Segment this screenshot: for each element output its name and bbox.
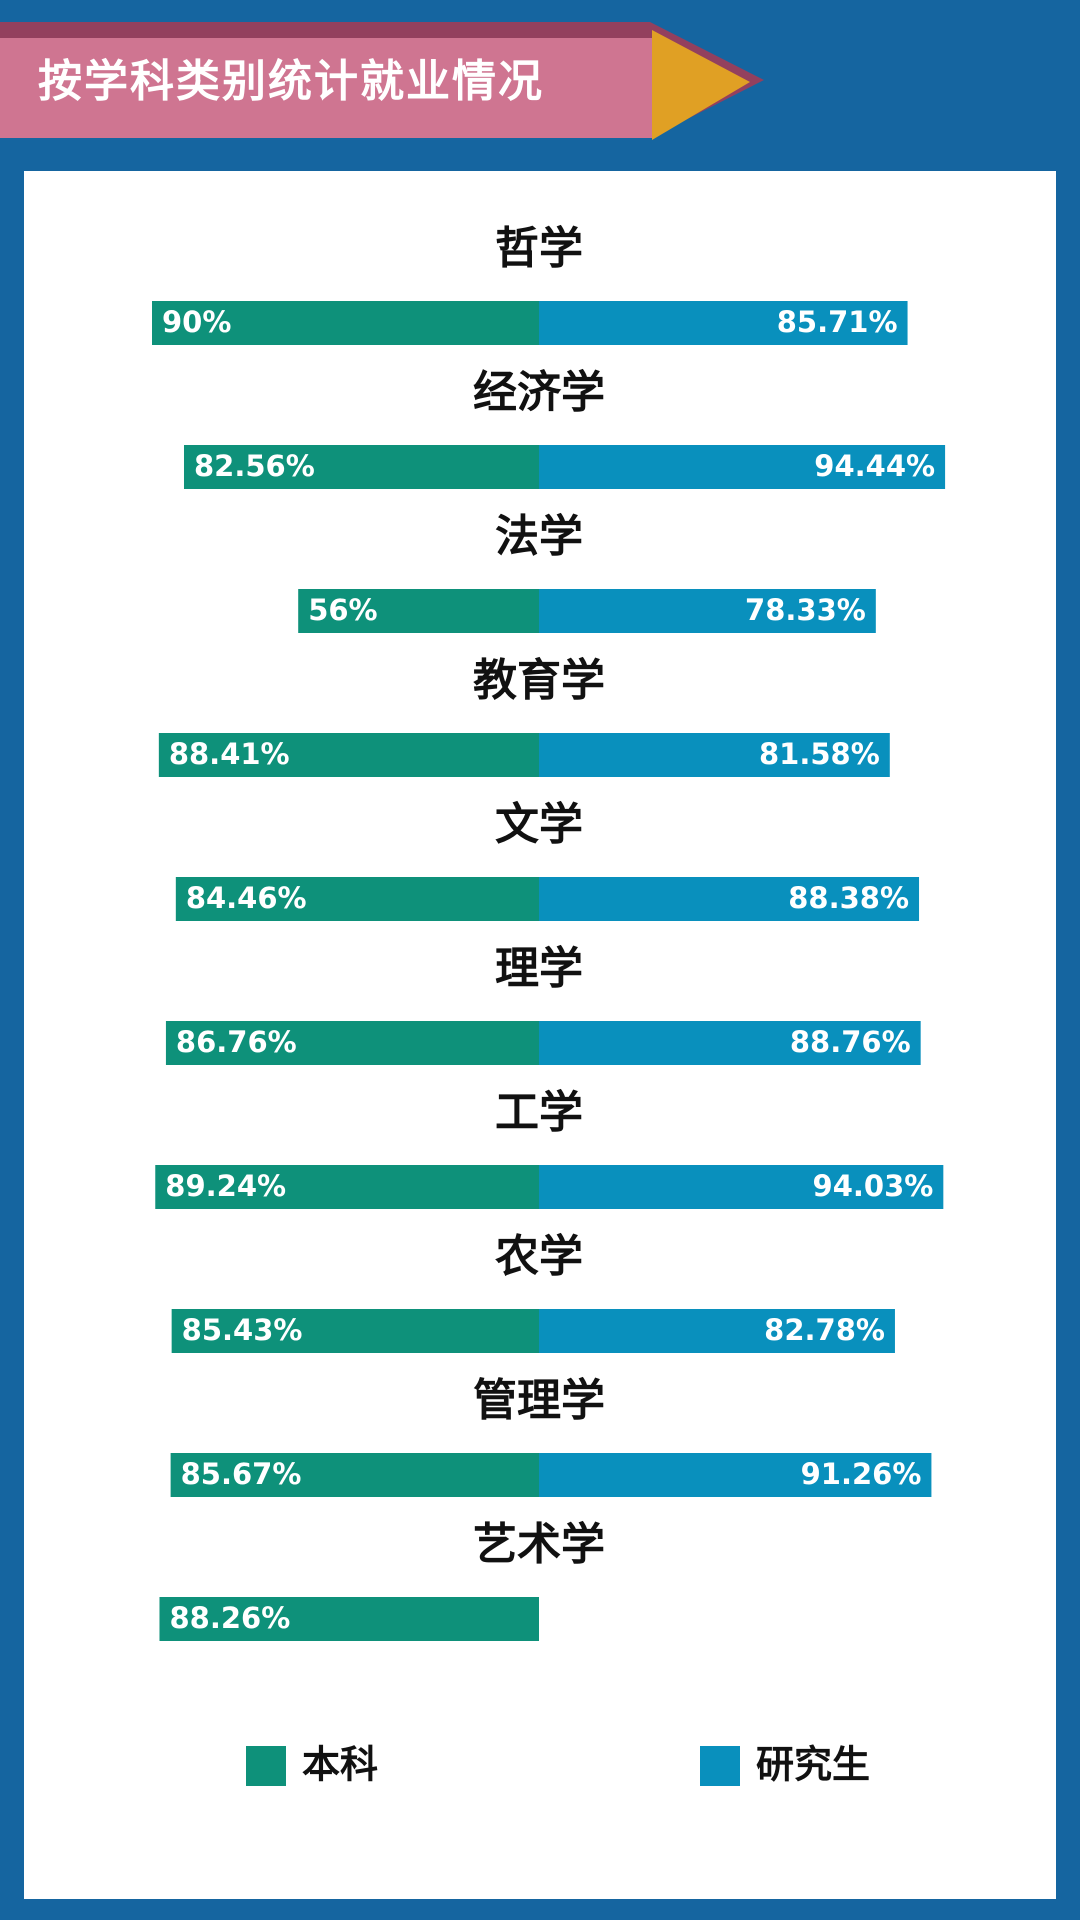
category-label: 艺术学 xyxy=(473,1519,605,1570)
category-label: 哲学 xyxy=(495,223,583,274)
graduate-bar xyxy=(539,877,920,921)
undergrad-bar xyxy=(170,1453,539,1497)
category-label: 管理学 xyxy=(473,1375,605,1426)
undergrad-bar xyxy=(298,589,539,633)
graduate-value-label: 88.38% xyxy=(788,881,909,915)
undergrad-bar xyxy=(175,877,539,921)
graduate-bar xyxy=(539,301,908,345)
header-banner xyxy=(0,22,764,140)
undergrad-bar xyxy=(152,301,539,345)
graduate-value-label: 91.26% xyxy=(801,1457,922,1491)
graduate-bar xyxy=(539,1021,921,1065)
graduate-bar xyxy=(539,733,890,777)
graduate-bar xyxy=(539,1309,895,1353)
graduate-value-label: 85.71% xyxy=(777,305,898,339)
undergrad-value-label: 56% xyxy=(308,593,377,627)
undergrad-value-label: 90% xyxy=(162,305,231,339)
graduate-value-label: 81.58% xyxy=(759,737,880,771)
category-label: 农学 xyxy=(495,1231,583,1282)
legend-label-graduate: 研究生 xyxy=(756,1743,870,1787)
category-label: 法学 xyxy=(495,511,583,562)
undergrad-value-label: 82.56% xyxy=(194,449,315,483)
legend-swatch-undergrad xyxy=(246,1746,286,1786)
graduate-bar xyxy=(539,1453,932,1497)
category-label: 经济学 xyxy=(473,367,605,418)
category-label: 工学 xyxy=(495,1087,583,1138)
undergrad-value-label: 86.76% xyxy=(176,1025,297,1059)
undergrad-bar xyxy=(165,1021,539,1065)
graduate-value-label: 82.78% xyxy=(764,1313,885,1347)
graduate-bar xyxy=(539,589,876,633)
graduate-bar xyxy=(539,1165,944,1209)
graduate-value-label: 78.33% xyxy=(745,593,866,627)
diverging-bar-chart: 哲学 90% 85.71% 经济学 82.56% 94.44% 法学 56% 78.33% 教育学… xyxy=(152,223,946,1787)
legend-swatch-graduate xyxy=(700,1746,740,1786)
graduate-value-label: 94.44% xyxy=(814,449,935,483)
undergrad-value-label: 88.41% xyxy=(169,737,290,771)
banner-band xyxy=(0,38,652,138)
chart-panel: 哲学 90% 85.71% 经济学 82.56% 94.44% 法学 56% 78.33% 教育学… xyxy=(24,171,1056,1899)
graduate-value-label: 94.03% xyxy=(813,1169,934,1203)
undergrad-value-label: 85.43% xyxy=(182,1313,303,1347)
page-title: 按学科类别统计就业情况 xyxy=(38,56,544,107)
undergrad-value-label: 88.26% xyxy=(169,1601,290,1635)
arrow-icon xyxy=(652,30,750,140)
undergrad-bar xyxy=(159,1597,539,1641)
undergrad-bar xyxy=(158,733,539,777)
undergrad-value-label: 85.67% xyxy=(181,1457,302,1491)
undergrad-value-label: 84.46% xyxy=(186,881,307,915)
graduate-bar xyxy=(539,445,946,489)
category-label: 理学 xyxy=(495,943,583,994)
category-label: 教育学 xyxy=(473,655,605,706)
legend-label-undergrad: 本科 xyxy=(302,1743,378,1787)
graduate-value-label: 88.76% xyxy=(790,1025,911,1059)
undergrad-bar xyxy=(183,445,539,489)
category-label: 文学 xyxy=(495,799,583,850)
undergrad-value-label: 89.24% xyxy=(165,1169,286,1203)
undergrad-bar xyxy=(171,1309,539,1353)
undergrad-bar xyxy=(155,1165,539,1209)
